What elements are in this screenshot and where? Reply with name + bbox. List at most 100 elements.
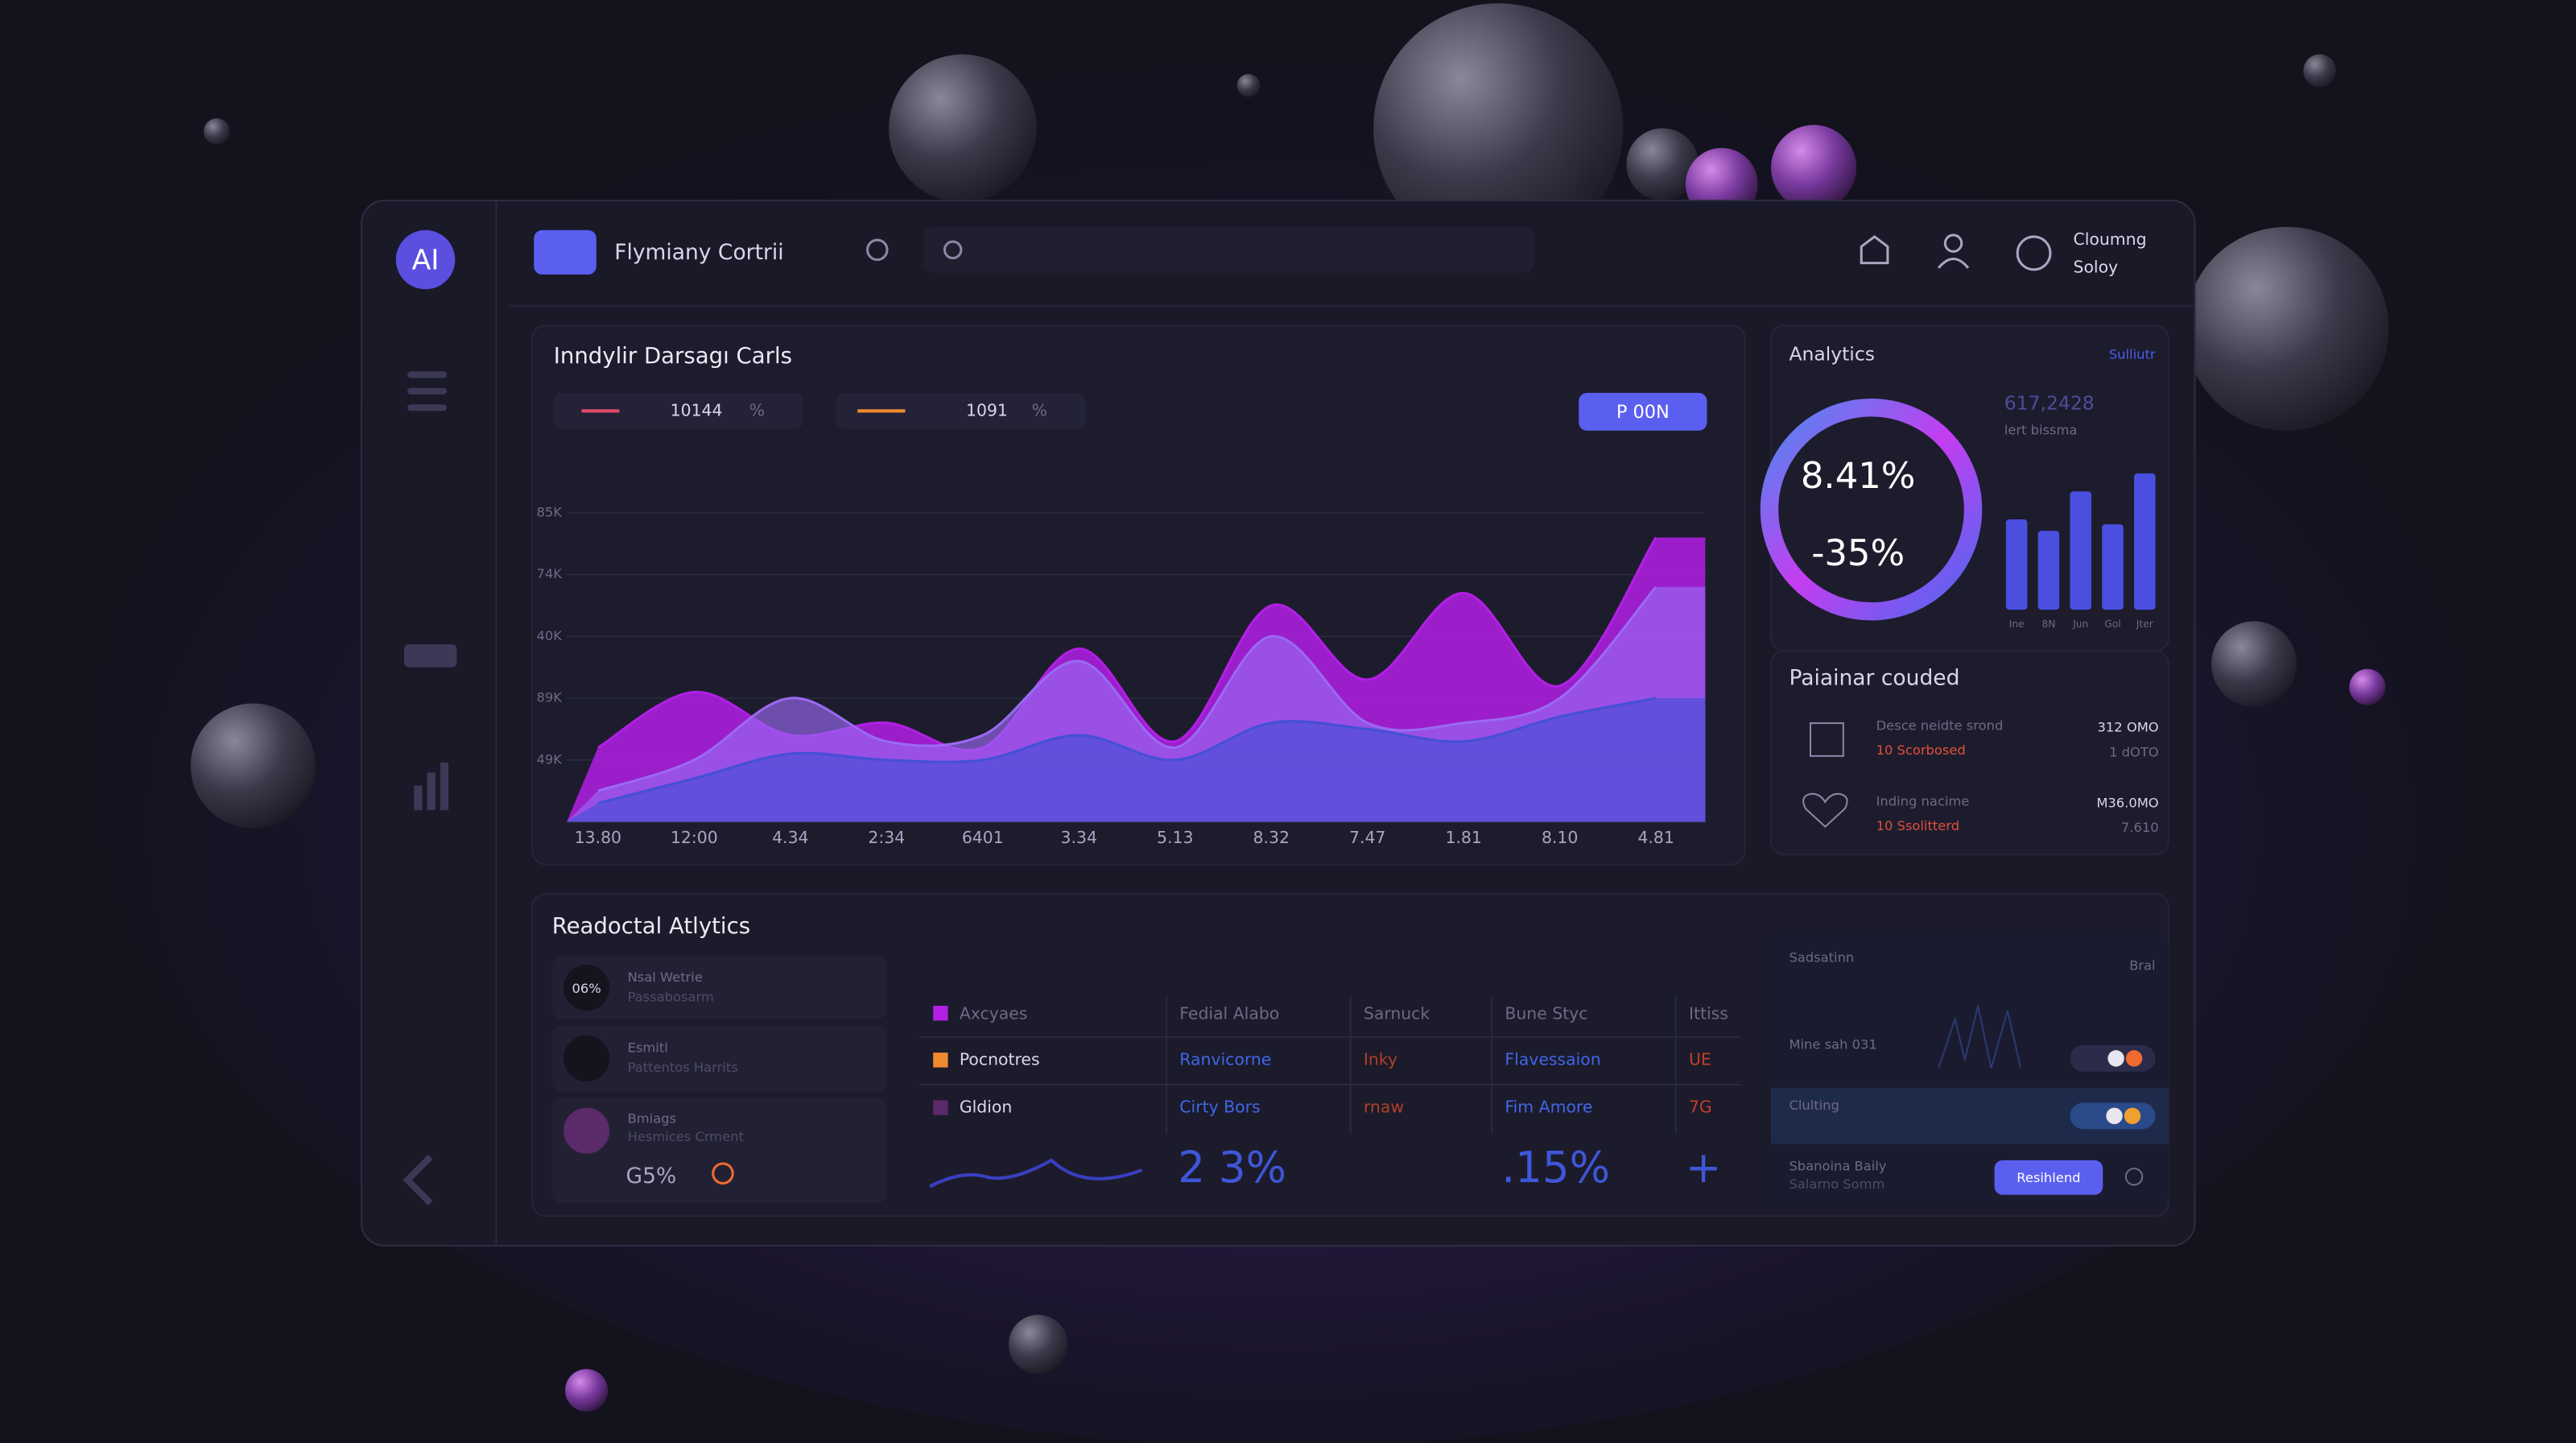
donut-ring (1760, 398, 1983, 621)
mini-bar-label: Jun (2072, 618, 2088, 630)
item-sub: Hesmices Crment (628, 1129, 744, 1144)
table-cell: UE (1689, 1049, 1711, 1069)
sphere (2303, 54, 2337, 88)
donut-value: 8.41% (1801, 454, 1916, 497)
toggle-knob (2106, 1107, 2123, 1124)
settings-button[interactable] (1994, 1160, 2103, 1195)
search-box[interactable] (923, 226, 1535, 273)
nav-icon[interactable] (407, 387, 448, 395)
table-cell: rnaw (1364, 1098, 1404, 1117)
partner-card (1769, 650, 2169, 856)
mini-bar (2102, 524, 2124, 610)
table-header: Bune Styc (1505, 1003, 1587, 1023)
sphere (1236, 73, 1261, 97)
item-value: G5% (626, 1164, 677, 1189)
settings-search-icon[interactable] (2124, 1168, 2144, 1186)
search-icon[interactable] (866, 238, 889, 262)
x-tick-label: 8.10 (1542, 828, 1578, 847)
app-name: Flymiany Cortrii (614, 240, 783, 265)
sphere (1373, 3, 1624, 254)
partner-sub-value: 1 dOTO (2109, 744, 2159, 759)
setting-label: Mine sah 031 (1789, 1037, 1876, 1052)
nav-icon[interactable] (407, 371, 448, 378)
partner-sub: 10 Scorbosed (1876, 742, 1966, 758)
user-icon[interactable] (1943, 234, 1963, 253)
item-name: Nsal Wetrie (628, 970, 703, 985)
nav-icon[interactable] (407, 404, 448, 411)
legend-chip[interactable] (836, 392, 1086, 429)
settings-title: Sadsatinn (1789, 949, 1854, 965)
data-table: Axcyaes Fedial Alabo Sarnuck Bune Styc Ittis… (919, 995, 1742, 1135)
analytics-link[interactable]: Sulliutr (2109, 346, 2156, 362)
x-tick-label: 8.32 (1253, 828, 1290, 847)
mini-bar-label: Jter (2136, 618, 2154, 630)
x-tick-label: 1.81 (1445, 828, 1481, 847)
recent-item[interactable] (551, 1025, 888, 1092)
analytics-title: Analytics (1789, 342, 1875, 365)
row-bullet (933, 1052, 948, 1068)
settings-button-text: Resihlend (2017, 1170, 2080, 1185)
y-tick-label: 49K (536, 751, 563, 767)
x-tick-label: 5.13 (1157, 828, 1193, 847)
x-tick-label: 13.80 (575, 828, 621, 847)
mini-bar-label: Ine (2009, 618, 2025, 630)
y-tick-label: 89K (536, 690, 563, 705)
legend-label: 1091 (966, 400, 1008, 420)
back-icon[interactable] (402, 1154, 433, 1205)
partner-value: 312 OMO (2098, 720, 2159, 735)
row-bullet (933, 1006, 948, 1021)
table-cell: Cirty Bors (1179, 1098, 1260, 1117)
home-icon[interactable] (1860, 235, 1889, 265)
sphere (2185, 226, 2389, 431)
nav-icon[interactable] (440, 763, 449, 811)
setting-sub: Salarno Somm (1789, 1176, 1885, 1192)
mini-bar-chart: Ine 8N Jun Gol Jter (2005, 473, 2156, 630)
item-avatar (564, 1035, 610, 1081)
table-cell: Ranvicorne (1179, 1049, 1271, 1069)
mini-bar (2134, 473, 2156, 610)
recent-item[interactable] (551, 956, 888, 1019)
mini-bar (2005, 519, 2028, 610)
x-tick-label: 2:34 (868, 828, 905, 847)
partner-sub: 10 Ssolitterd (1876, 818, 1959, 833)
sphere (1009, 1314, 1068, 1375)
logo[interactable] (395, 229, 456, 290)
recent-title: Readoctal Atlytics (552, 913, 750, 939)
sphere (204, 118, 230, 145)
mini-bar-label: Gol (2104, 618, 2120, 630)
user-icon-body (1937, 257, 1970, 269)
sparkline (929, 1158, 1143, 1189)
nav-icon[interactable] (427, 772, 436, 811)
app-icon[interactable] (534, 229, 597, 275)
item-avatar (564, 965, 610, 1011)
recent-item[interactable] (551, 1098, 888, 1203)
nav-icon[interactable] (414, 785, 423, 811)
legend-unit: % (749, 400, 765, 420)
partner-name: Inding nacime (1876, 793, 1970, 808)
legend-chip[interactable] (553, 392, 803, 429)
table-cell[interactable]: Gldion (960, 1098, 1012, 1117)
y-tick-label: 85K (536, 504, 563, 519)
table-cell[interactable]: Pocnotres (960, 1049, 1040, 1069)
area-series (567, 698, 1706, 822)
item-avatar (564, 1107, 610, 1154)
setting-label: Clulting (1789, 1098, 1839, 1113)
analytics-stat-caption: lert bissma (2004, 422, 2078, 437)
table-big-value[interactable]: + (1686, 1143, 1721, 1193)
item-sub: Passabosarm (628, 989, 714, 1004)
item-name: Esmitl (628, 1040, 668, 1056)
item-badge: 06% (572, 981, 601, 996)
area-outline (597, 585, 1657, 792)
sidebar-icons (404, 371, 457, 811)
user-role: Soloy (2074, 258, 2119, 277)
row-icon (1802, 792, 1848, 828)
partner-value: M36.0MO (2096, 796, 2158, 811)
item-name: Bmiags (628, 1110, 676, 1126)
nav-icon[interactable] (404, 644, 457, 668)
x-tick-label: 4.81 (1637, 828, 1674, 847)
period-button[interactable] (1579, 392, 1707, 431)
table-cell: Flavessaion (1505, 1049, 1600, 1069)
profile-icon[interactable] (2016, 235, 2052, 271)
row-bullet (933, 1100, 948, 1115)
